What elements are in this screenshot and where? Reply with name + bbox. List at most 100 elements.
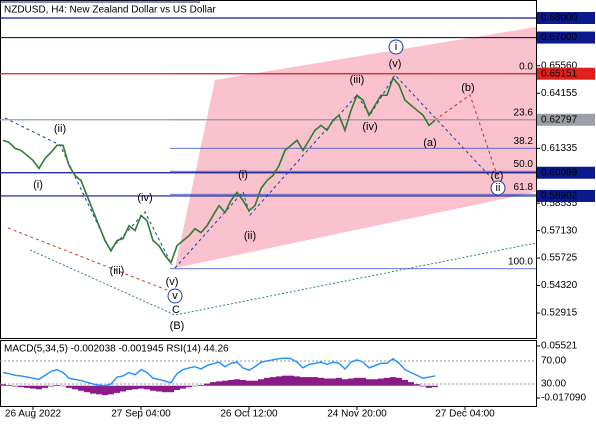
wave-label: ii	[496, 182, 501, 194]
fib-label: 100.0	[508, 256, 533, 267]
macd-bar	[54, 385, 60, 386]
macd-bar	[264, 377, 270, 386]
fib-label: 0.0	[519, 61, 533, 72]
macd-bar	[432, 385, 438, 388]
y-tick-label: 0.52915	[541, 308, 578, 319]
macd-bar	[306, 377, 312, 386]
level-label: 0.68000	[541, 13, 578, 24]
wave-label: (ii)	[244, 230, 256, 242]
wave-circle	[167, 288, 183, 304]
macd-bar	[18, 385, 24, 388]
macd-bar	[300, 377, 306, 386]
macd-bar	[132, 385, 138, 390]
x-tick-label: 24 Nov 20:00	[327, 409, 387, 420]
macd-bar	[144, 385, 150, 390]
indicator-title: MACD(5,34,5) -0.002038 -0.001945 RSI(14)…	[4, 344, 229, 355]
macd-bar	[108, 385, 114, 395]
wave-label: (c)	[491, 170, 504, 182]
macd-bar	[234, 379, 240, 386]
macd-bar	[222, 380, 228, 386]
indicator-frame	[0, 340, 537, 407]
wave-label: C	[172, 304, 180, 316]
y-tick-label: 0.58535	[541, 198, 578, 209]
macd-bar	[210, 382, 216, 386]
x-tick-label: 26 Oct 12:00	[220, 409, 278, 420]
macd-bar	[72, 385, 78, 390]
macd-bar	[60, 385, 66, 387]
macd-bar	[126, 385, 132, 391]
macd-bar	[402, 379, 408, 386]
wave-label: (i)	[33, 179, 43, 191]
fib-label: 50.0	[514, 159, 534, 170]
level-label: 0.65151	[541, 68, 578, 79]
macd-bar	[366, 379, 372, 386]
macd-bar	[78, 385, 84, 391]
y-tick-label: 0.05521	[541, 341, 578, 352]
wave-label: (a)	[423, 137, 436, 149]
macd-bar	[420, 385, 426, 387]
wave-label: (iv)	[137, 192, 152, 204]
wave-label: (B)	[170, 320, 185, 332]
macd-bar	[174, 385, 180, 391]
macd-bar	[288, 375, 294, 386]
level-label-box	[537, 166, 595, 179]
fib-label: 61.8	[514, 182, 534, 193]
y-tick-label: 0.57130	[541, 225, 578, 236]
channel	[175, 27, 536, 268]
macd-bar	[114, 385, 120, 393]
macd-bar	[198, 385, 204, 386]
macd-bar	[96, 385, 102, 395]
chart-title: NZDUSD, H4: New Zealand Dollar vs US Dol…	[4, 5, 216, 16]
macd-bar	[372, 379, 378, 386]
macd-bar	[330, 378, 336, 386]
macd-bar	[90, 385, 96, 394]
macd-bar	[66, 385, 72, 388]
x-tick-label: 27 Dec 04:00	[435, 409, 495, 420]
macd-bar	[270, 377, 276, 386]
wave-circle	[388, 39, 404, 55]
macd-bar	[336, 377, 342, 386]
level-label-box	[537, 31, 595, 44]
y-tick-label: -0.017090	[541, 393, 586, 404]
level-label: 0.60089	[541, 167, 578, 178]
wave-label: (ii)	[54, 123, 66, 135]
level-label-box	[537, 113, 595, 126]
level-label-box	[537, 11, 595, 24]
main-frame	[0, 0, 537, 339]
y-tick-label: 0.61335	[541, 143, 578, 154]
macd-bar	[138, 385, 144, 389]
macd-bar	[282, 375, 288, 386]
wave-label: (i)	[238, 169, 248, 181]
macd-bar	[390, 377, 396, 386]
level-label-box	[537, 67, 595, 80]
macd-bar	[30, 385, 36, 389]
price-line	[2, 76, 436, 265]
wave-label: (v)	[166, 276, 179, 288]
x-tick-label: 26 Aug 2022	[5, 409, 62, 420]
macd-bar	[6, 385, 12, 386]
y-tick-label: 0.65560	[541, 60, 578, 71]
y-tick-label: 0.54320	[541, 280, 578, 291]
level-label: 0.67000	[541, 32, 578, 43]
wave-label: (iii)	[110, 265, 125, 277]
macd-bar	[258, 379, 264, 386]
y2-tick-label: 70.00	[541, 356, 566, 367]
macd-bar	[228, 379, 234, 386]
macd-bar	[414, 384, 420, 386]
macd-bar	[192, 385, 198, 387]
macd-bar	[12, 385, 18, 387]
macd-bar	[294, 376, 300, 386]
y2-tick-label: 30.00	[541, 379, 566, 390]
macd-bar	[84, 385, 90, 393]
fib-label: 23.6	[514, 107, 534, 118]
wave-line	[29, 242, 537, 316]
macd-bar	[162, 385, 168, 393]
wave-label: v	[172, 290, 178, 302]
wave-label: (v)	[389, 58, 402, 70]
macd-bar	[240, 379, 246, 386]
macd-bar	[168, 385, 174, 393]
macd-bar	[384, 377, 390, 386]
macd-bar	[246, 380, 252, 386]
macd-bar	[0, 384, 6, 386]
